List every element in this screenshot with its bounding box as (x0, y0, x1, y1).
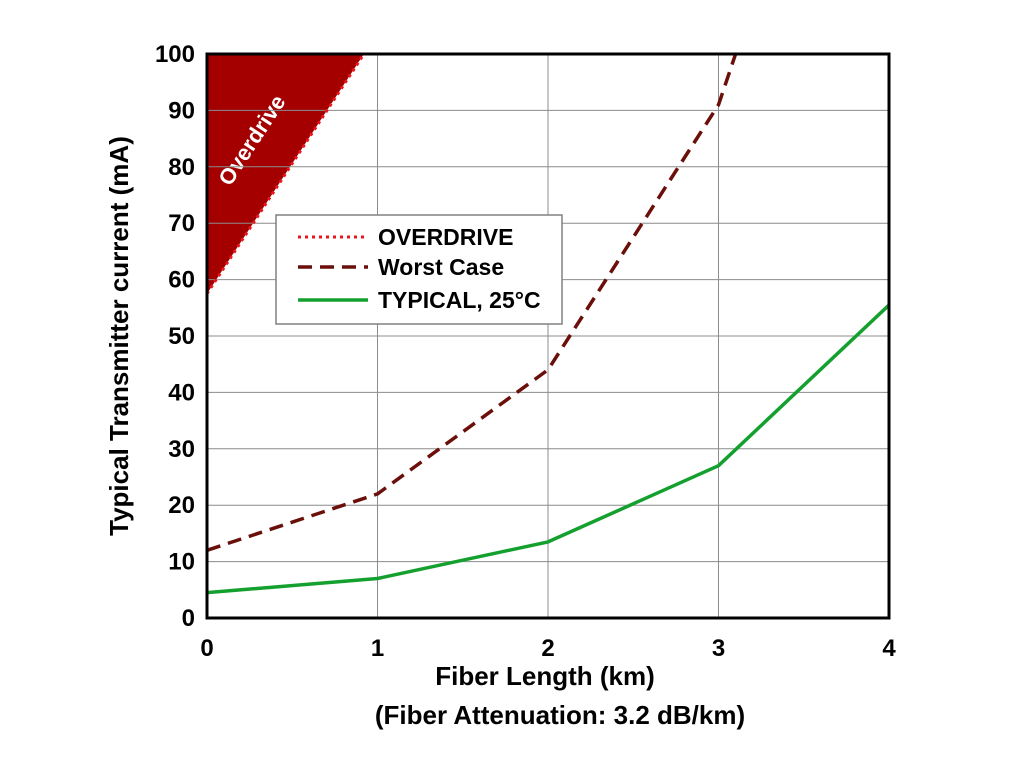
x-axis-label: Fiber Length (km) (435, 661, 655, 691)
x-tick-label: 1 (371, 635, 384, 662)
y-tick-label: 20 (168, 492, 195, 519)
y-tick-label: 90 (168, 97, 195, 124)
y-axis-label: Typical Transmitter current (mA) (104, 136, 134, 536)
y-tick-label: 80 (168, 154, 195, 181)
y-tick-label: 100 (155, 41, 195, 68)
x-axis-sublabel: (Fiber Attenuation: 3.2 dB/km) (375, 700, 745, 730)
legend-label: TYPICAL, 25°C (378, 287, 541, 313)
legend-label: OVERDRIVE (378, 224, 513, 250)
legend-label: Worst Case (378, 254, 504, 280)
legend: OVERDRIVE Worst Case TYPICAL, 25°C (275, 214, 563, 325)
series-line-0 (205, 53, 366, 295)
x-tick-label: 0 (200, 635, 213, 662)
x-tick-label: 2 (541, 635, 554, 662)
y-tick-label: 60 (168, 267, 195, 294)
y-tick-label: 50 (168, 323, 195, 350)
y-tick-label: 40 (168, 379, 195, 406)
series-line-2 (206, 303, 891, 595)
y-tick-label: 0 (182, 605, 195, 632)
x-tick-label: 3 (712, 635, 725, 662)
y-tick-label: 10 (168, 549, 195, 576)
y-tick-label: 70 (168, 210, 195, 237)
y-tick-label: 30 (168, 436, 195, 463)
plot-frame (205, 52, 891, 620)
legend-box (275, 214, 563, 325)
x-tick-label: 4 (882, 635, 896, 662)
series-line-1 (206, 53, 738, 552)
